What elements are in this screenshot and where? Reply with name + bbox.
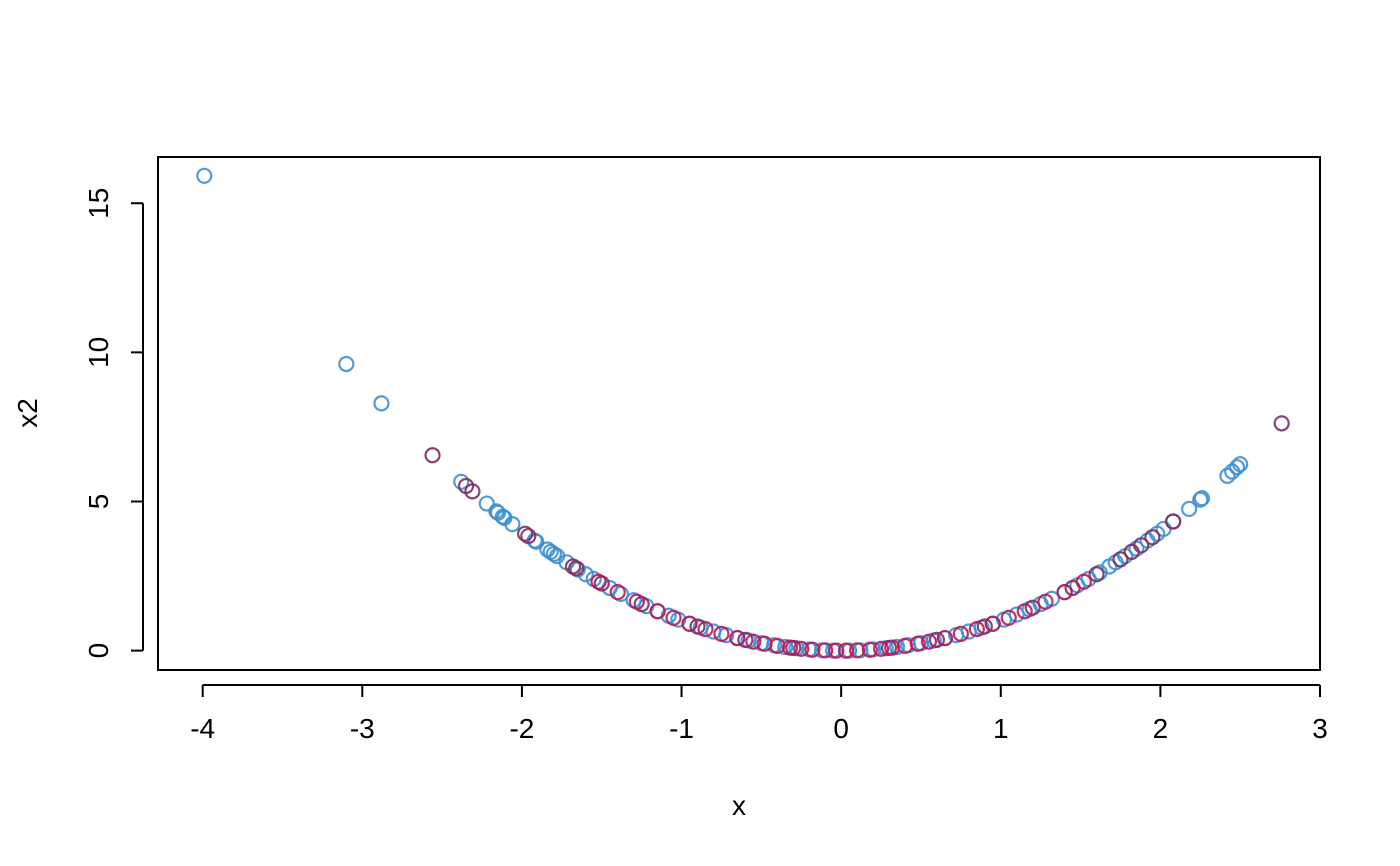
data-point (920, 633, 938, 650)
data-point (928, 631, 946, 648)
data-point (1133, 537, 1150, 554)
data-point (478, 495, 495, 512)
data-point (1144, 529, 1161, 546)
data-point (952, 625, 969, 643)
x-tick-label: -4 (190, 713, 215, 744)
data-point (464, 483, 481, 500)
data-point (517, 525, 534, 542)
data-point (1192, 491, 1209, 508)
x-tick-label: 0 (833, 713, 849, 744)
data-point (196, 167, 213, 184)
data-point (872, 640, 890, 657)
x-axis-label: x (732, 790, 746, 821)
data-point (628, 593, 645, 610)
data-point (837, 642, 855, 659)
data-point (976, 618, 993, 635)
data-point (861, 641, 878, 658)
data-point (1181, 500, 1198, 518)
data-point (968, 621, 985, 638)
data-point (804, 641, 821, 658)
data-point (1273, 415, 1290, 432)
data-point (817, 642, 834, 659)
data-point (828, 642, 845, 659)
data-point (793, 640, 810, 657)
data-point (1056, 584, 1073, 601)
y-axis-label: x2 (12, 398, 43, 428)
data-point (849, 642, 866, 659)
x-tick-label: -2 (509, 713, 534, 744)
x-tick-label: 1 (993, 713, 1009, 744)
data-point (504, 516, 521, 533)
data-point (729, 629, 746, 647)
data-point (338, 355, 355, 373)
y-tick-label: 5 (83, 494, 114, 510)
data-point (936, 629, 954, 647)
data-point (713, 625, 730, 643)
data-point (1165, 513, 1182, 530)
data-point (649, 603, 666, 620)
data-points (196, 167, 1290, 659)
data-point (1228, 459, 1246, 476)
data-point (697, 621, 714, 638)
data-point (1075, 573, 1092, 590)
data-point (909, 635, 926, 652)
data-point (1219, 467, 1236, 484)
data-point (1024, 599, 1041, 616)
data-point (373, 395, 390, 412)
y-axis-ticks: 0 5 10 15 (83, 188, 143, 659)
x-tick-label: 2 (1153, 713, 1169, 744)
data-point (681, 615, 698, 632)
plot-frame (157, 156, 1321, 671)
data-point (590, 573, 607, 590)
data-point (665, 609, 682, 626)
data-point (737, 631, 754, 648)
data-point (520, 527, 537, 545)
x-tick-label: -3 (350, 713, 375, 744)
data-point (689, 618, 706, 635)
x-tick-label: -1 (669, 713, 694, 744)
x-axis-ticks: -4 -3 -2 -1 0 1 2 3 (190, 685, 1328, 744)
data-point (1000, 609, 1017, 626)
data-point (424, 447, 441, 464)
data-point (1016, 603, 1033, 620)
data-point (1193, 490, 1210, 507)
data-point (568, 560, 585, 577)
data-point (984, 615, 1001, 632)
y-tick-label: 10 (83, 337, 114, 368)
data-point (781, 639, 799, 656)
data-point (745, 633, 762, 650)
data-point (1088, 566, 1105, 583)
y-tick-label: 0 (83, 643, 114, 659)
data-point (609, 584, 626, 601)
data-point (453, 473, 470, 490)
data-point (1037, 593, 1054, 610)
y-tick-label: 15 (83, 188, 114, 219)
data-point (545, 545, 562, 563)
data-point (1112, 551, 1129, 568)
x-tick-label: 3 (1312, 713, 1328, 744)
data-point (1232, 456, 1249, 473)
